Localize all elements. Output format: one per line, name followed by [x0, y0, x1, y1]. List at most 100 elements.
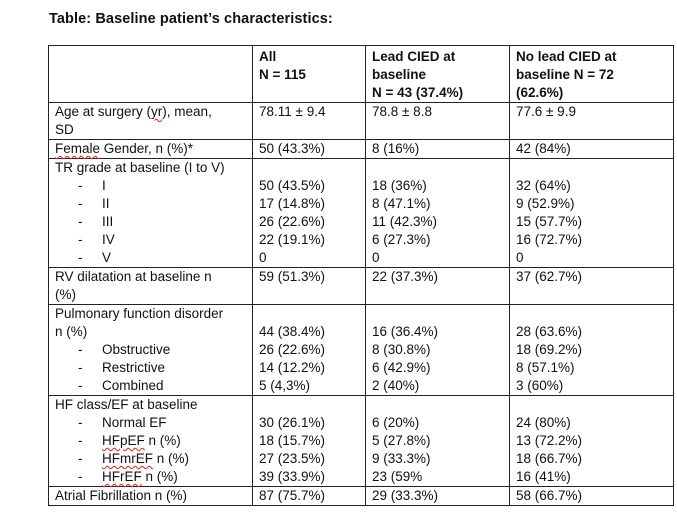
rv-all: 59 (51.3%) [252, 267, 366, 305]
pulm-sub-label: Combined [102, 378, 164, 393]
age-label-line2: SD [55, 122, 74, 137]
bullet-dash: - [78, 214, 83, 229]
af-all: 87 (75.7%) [252, 486, 366, 506]
tr-iii-all: 26 (22.6%) [259, 214, 326, 229]
tr-ii-nolead: 9 (52.9%) [516, 196, 575, 211]
pulm-sub-label: Obstructive [102, 342, 171, 357]
table-caption: Table: Baseline patient’s characteristic… [49, 11, 333, 27]
tr-ii-all: 17 (14.8%) [259, 196, 326, 211]
pulm-sub-obstructive: - Obstructive [55, 341, 246, 359]
age-all: 78.11 ± 9.4 [252, 102, 366, 140]
pulm-obstructive-lead: 8 (30.8%) [372, 342, 431, 357]
bullet-dash: - [78, 178, 83, 193]
row-label-female: Female Gender, n (%)* [48, 139, 253, 159]
hf-hfmref-all: 27 (23.5%) [259, 451, 326, 466]
pulm-total-all: 44 (38.4%) [259, 324, 326, 339]
header-empty-cell [48, 45, 253, 103]
row-label-age: Age at surgery (yr), mean, SD [48, 102, 253, 140]
tr-iii-nolead: 15 (57.7%) [516, 214, 583, 229]
tr-v-lead: 0 [372, 250, 380, 265]
hf-nolead: 24 (80%) 13 (72.2%) 18 (66.7%) 16 (41%) [509, 395, 674, 487]
bullet-dash: - [78, 415, 83, 430]
table-row-pulmonary: Pulmonary function disorder n (%) - Obstr… [48, 304, 674, 396]
pulm-all: 44 (38.4%) 26 (22.6%) 14 (12.2%) 5 (4,3%… [252, 304, 366, 396]
pulm-restrictive-lead: 6 (42.9%) [372, 360, 431, 375]
hf-lead: 6 (20%) 5 (27.8%) 9 (33.3%) 23 (59% [365, 395, 510, 487]
age-label-part2: ), mean, [162, 104, 212, 119]
tr-iv-lead: 6 (27.3%) [372, 232, 431, 247]
tr-sub-iii: - III [55, 213, 246, 231]
tr-iv-all: 22 (19.1%) [259, 232, 326, 247]
pulm-sub-restrictive: - Restrictive [55, 359, 246, 377]
rv-label-line2: (%) [55, 287, 76, 302]
hf-sub-hfref: - HFrEF n (%) [55, 468, 246, 486]
hf-normal-all: 30 (26.1%) [259, 415, 326, 430]
female-nolead: 42 (84%) [509, 139, 674, 159]
hf-hfpef-all: 18 (15.7%) [259, 433, 326, 448]
pulm-nolead: 28 (63.6%) 18 (69.2%) 8 (57.1%) 3 (60%) [509, 304, 674, 396]
table-row-hf-class: HF class/EF at baseline - Normal EF - HFpE… [48, 395, 674, 487]
tr-v-nolead: 0 [516, 250, 524, 265]
header-all-line1: All [259, 49, 277, 64]
header-nolead-line1: No lead CIED at [516, 49, 617, 64]
hf-hfpef-nolead: 13 (72.2%) [516, 433, 583, 448]
header-lead-cied: Lead CIED at baseline N = 43 (37.4%) [365, 45, 510, 103]
bullet-dash: - [78, 342, 83, 357]
af-nolead: 58 (66.7%) [509, 486, 674, 506]
header-all: All N = 115 [252, 45, 366, 103]
hf-hfref-nolead: 16 (41%) [516, 469, 571, 484]
tr-iii-lead: 11 (42.3%) [372, 214, 438, 229]
hf-sub-unit: n (%) [141, 469, 178, 484]
row-label-pulmonary: Pulmonary function disorder n (%) - Obstr… [48, 304, 253, 396]
hf-hfmref-nolead: 18 (66.7%) [516, 451, 583, 466]
row-label-rv: RV dilatation at baseline n (%) [48, 267, 253, 305]
row-label-tr-grade: TR grade at baseline (I to V) -I - II - II… [48, 158, 253, 268]
age-nolead: 77.6 ± 9.9 [509, 102, 674, 140]
table-row-atrial-fibrillation: Atrial Fibrillation n (%) 87 (75.7%) 29 … [48, 486, 674, 506]
hf-hfmref-lead: 9 (33.3%) [372, 451, 431, 466]
tr-sub-label: II [102, 196, 110, 211]
header-nolead-line2: baseline N = 72 [516, 67, 614, 82]
bullet-dash: - [78, 433, 83, 448]
tr-i-nolead: 32 (64%) [516, 178, 571, 193]
female-lead: 8 (16%) [365, 139, 510, 159]
tr-ii-lead: 8 (47.1%) [372, 196, 431, 211]
tr-i-all: 50 (43.5%) [259, 178, 326, 193]
header-no-lead-cied: No lead CIED at baseline N = 72 (62.6%) [509, 45, 674, 103]
tr-sub-label: IV [102, 232, 115, 247]
hf-normal-lead: 6 (20%) [372, 415, 420, 430]
table-row-tr-grade: TR grade at baseline (I to V) -I - II - II… [48, 158, 674, 268]
header-lead-line2: baseline [372, 67, 427, 82]
af-lead: 29 (33.3%) [365, 486, 510, 506]
hf-sub-term: HFrEF [102, 469, 142, 484]
header-all-line2: N = 115 [259, 67, 306, 82]
female-label-rest: Gender, n (%)* [100, 141, 194, 156]
table-row-rv-dilatation: RV dilatation at baseline n (%) 59 (51.3… [48, 267, 674, 305]
hf-normal-nolead: 24 (80%) [516, 415, 571, 430]
female-all: 50 (43.3%) [252, 139, 366, 159]
bullet-dash: - [78, 250, 83, 265]
tr-sub-ii: - II [55, 195, 246, 213]
pulm-restrictive-all: 14 (12.2%) [259, 360, 326, 375]
bullet-dash: - [78, 469, 83, 484]
hf-sub-normal: - Normal EF [55, 414, 246, 432]
table-row-female: Female Gender, n (%)* 50 (43.3%) 8 (16%)… [48, 139, 674, 159]
hf-sub-hfpef: - HFpEF n (%) [55, 432, 246, 450]
age-label-yr: yr [151, 104, 163, 119]
tr-nolead: 32 (64%) 9 (52.9%) 15 (57.7%) 16 (72.7%)… [509, 158, 674, 268]
rv-lead: 22 (37.3%) [365, 267, 510, 305]
tr-sub-i: -I [55, 177, 246, 195]
pulm-combined-all: 5 (4,3%) [259, 378, 311, 393]
pulm-obstructive-all: 26 (22.6%) [259, 342, 326, 357]
pulm-restrictive-nolead: 8 (57.1%) [516, 360, 575, 375]
rv-nolead: 37 (62.7%) [509, 267, 674, 305]
hf-sub-unit: n (%) [153, 451, 190, 466]
pulm-combined-lead: 2 (40%) [372, 378, 420, 393]
tr-sub-label: I [102, 178, 106, 193]
tr-i-lead: 18 (36%) [372, 178, 427, 193]
table-row-age: Age at surgery (yr), mean, SD 78.11 ± 9.… [48, 102, 674, 140]
bullet-dash: - [78, 378, 83, 393]
age-lead: 78.8 ± 8.8 [365, 102, 510, 140]
tr-grade-label: TR grade at baseline (I to V) [55, 160, 225, 175]
hf-sub-unit: n (%) [144, 433, 181, 448]
